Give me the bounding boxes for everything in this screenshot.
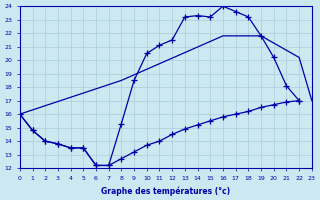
X-axis label: Graphe des températures (°c): Graphe des températures (°c) — [101, 186, 230, 196]
